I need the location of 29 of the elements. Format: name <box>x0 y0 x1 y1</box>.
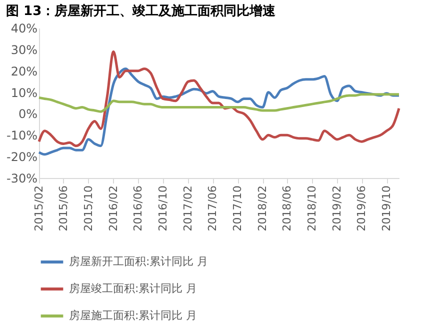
x-tick-label: 2019/06 <box>355 186 368 232</box>
y-tick-label: 10% <box>10 86 38 100</box>
y-tick-label: 0% <box>18 107 38 122</box>
x-tick-label: 2018/10 <box>306 186 319 232</box>
y-tick-label: 20% <box>10 64 38 78</box>
line-series <box>38 50 400 148</box>
x-tick-label: 2017/02 <box>182 186 195 232</box>
x-tick-label: 2017/10 <box>231 186 244 232</box>
x-tick-label: 2018/02 <box>256 186 270 232</box>
x-tick-label: 2015/06 <box>56 186 70 232</box>
legend-label: 房屋新开工面积:累计同比 月 <box>69 255 208 268</box>
y-tick-label: 30% <box>10 42 38 57</box>
y-tick-label: -10% <box>6 128 38 143</box>
x-tick-label: 2017/06 <box>206 186 220 232</box>
x-tick-label: 2015/02 <box>32 186 46 232</box>
x-tick-label: 2016/10 <box>156 186 170 232</box>
y-tick-label: 40% <box>10 22 38 36</box>
chart-title: 图 13：房屋新开工、竣工及施工面积同比增速 <box>6 3 277 19</box>
y-tick-label: -20% <box>6 150 38 164</box>
x-tick-label: 2016/02 <box>106 186 120 232</box>
x-tick-label: 2019/02 <box>330 186 344 232</box>
line-series <box>38 93 400 113</box>
x-tick-label: 2016/06 <box>132 186 145 232</box>
legend-label: 房屋施工面积:累计同比 月 <box>69 309 198 322</box>
x-tick-label: 2019/10 <box>380 186 394 232</box>
y-tick-label: -30% <box>6 172 38 186</box>
x-tick-label: 2015/10 <box>82 186 95 232</box>
legend-label: 房屋竣工面积:累计同比 月 <box>69 282 198 295</box>
x-tick-label: 2018/06 <box>280 186 294 232</box>
